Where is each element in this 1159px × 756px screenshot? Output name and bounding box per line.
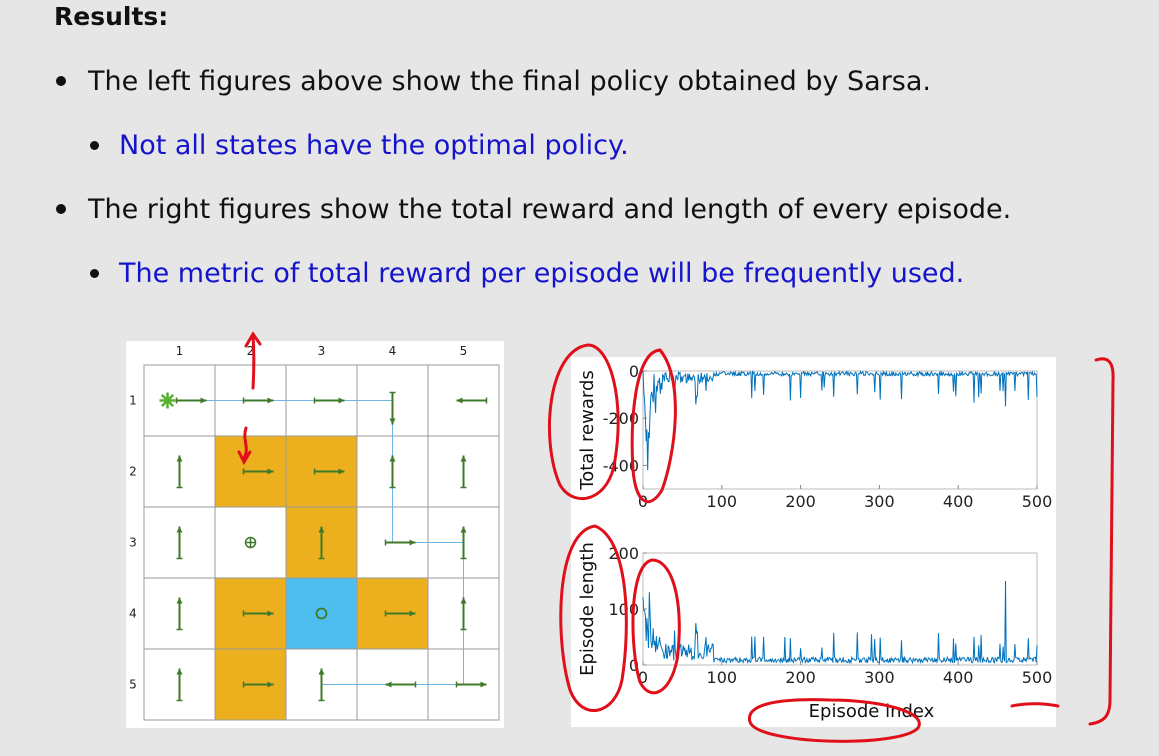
right-arrow-icon bbox=[384, 610, 416, 617]
x-tick-label: 500 bbox=[1022, 492, 1053, 511]
grid-col-label: 3 bbox=[318, 344, 326, 358]
grid-col-label: 1 bbox=[176, 344, 184, 358]
right-arrow-icon bbox=[242, 610, 274, 617]
subbullet-metric: The metric of total reward per episode w… bbox=[90, 254, 964, 292]
trajectory-line bbox=[179, 400, 464, 685]
subbullet-not-optimal: Not all states have the optimal policy. bbox=[90, 126, 629, 164]
grid-col-label: 2 bbox=[247, 344, 255, 358]
y-tick-label: 0 bbox=[629, 362, 639, 381]
up-arrow-icon bbox=[460, 526, 467, 560]
y-tick-label: 100 bbox=[608, 600, 639, 619]
up-arrow-icon bbox=[318, 526, 325, 560]
bullet-reward-length: The right figures show the total reward … bbox=[56, 190, 1011, 228]
bullet-dot bbox=[90, 268, 99, 278]
stay-circle-icon bbox=[315, 607, 328, 620]
x-tick-label: 100 bbox=[707, 492, 738, 511]
bullet-text: The metric of total reward per episode w… bbox=[119, 257, 965, 289]
right-arrow-icon bbox=[175, 397, 207, 404]
total-rewards-chart: 0 100 200 300 400 500 0 -200 -400 Total rewards bbox=[577, 362, 1052, 511]
episode-length-chart: 0 100 200 300 400 500 200 100 0 Episode length Epi… bbox=[577, 542, 1052, 722]
up-arrow-icon bbox=[176, 455, 183, 489]
x-tick-label: 300 bbox=[864, 668, 895, 687]
y-tick-label: -400 bbox=[603, 456, 639, 475]
x-tick-label: 300 bbox=[864, 492, 895, 511]
x-tick-label: 0 bbox=[638, 492, 648, 511]
grid-row-label: 4 bbox=[129, 607, 137, 621]
grid-cell bbox=[285, 577, 358, 650]
right-arrow-icon bbox=[313, 397, 345, 404]
right-arrow-icon bbox=[455, 681, 487, 688]
up-arrow-icon bbox=[460, 597, 467, 631]
episode-charts-figure: 0 100 200 300 400 500 0 -200 -400 Total rewards 0 1… bbox=[571, 357, 1056, 727]
grid-cell bbox=[285, 435, 358, 508]
y-axis-label: Total rewards bbox=[577, 370, 598, 490]
right-arrow-icon bbox=[242, 397, 274, 404]
down-arrow-icon bbox=[389, 391, 396, 425]
y-tick-label: 0 bbox=[629, 656, 639, 675]
policy-grid-figure: 1 2 3 4 5 1 2 3 4 5 bbox=[126, 341, 504, 728]
grid-col-label: 4 bbox=[389, 344, 397, 358]
y-tick-label: -200 bbox=[603, 409, 639, 428]
series-line bbox=[642, 370, 1038, 471]
grid-row-label: 2 bbox=[129, 465, 137, 479]
bullet-text: The left figures above show the final po… bbox=[88, 65, 931, 97]
bullet-text: The right figures show the total reward … bbox=[88, 193, 1012, 225]
up-arrow-icon bbox=[318, 668, 325, 702]
series-line bbox=[642, 580, 1038, 665]
bullet-dot bbox=[56, 76, 66, 86]
x-axis-label: Episode index bbox=[809, 701, 935, 722]
up-arrow-icon bbox=[176, 597, 183, 631]
annotation-bracket bbox=[1088, 357, 1115, 726]
x-tick-label: 500 bbox=[1022, 668, 1053, 687]
x-tick-label: 400 bbox=[943, 492, 974, 511]
grid-row-label: 5 bbox=[129, 678, 137, 692]
plot-frame bbox=[642, 370, 1038, 490]
y-tick-label: 200 bbox=[608, 544, 639, 563]
grid-col-label: 5 bbox=[460, 344, 468, 358]
grid-row-label: 3 bbox=[129, 536, 137, 550]
star-icon bbox=[159, 392, 176, 409]
y-axis-label: Episode length bbox=[577, 542, 598, 676]
x-tick-label: 200 bbox=[785, 668, 816, 687]
bullet-text: Not all states have the optimal policy. bbox=[119, 129, 629, 161]
right-arrow-icon bbox=[242, 468, 274, 475]
right-arrow-icon bbox=[313, 468, 345, 475]
bullet-sarsa-policy: The left figures above show the final po… bbox=[56, 62, 931, 100]
up-arrow-icon bbox=[389, 455, 396, 489]
policy-grid-svg: 1 2 3 4 5 1 2 3 4 5 bbox=[129, 344, 500, 721]
left-arrow-icon bbox=[456, 397, 488, 404]
up-arrow-icon bbox=[176, 526, 183, 560]
up-arrow-icon bbox=[460, 455, 467, 489]
right-arrow-icon bbox=[384, 539, 416, 546]
episode-charts-svg: 0 100 200 300 400 500 0 -200 -400 Total rewards 0 1… bbox=[577, 362, 1052, 722]
left-arrow-icon bbox=[385, 681, 417, 688]
x-tick-label: 200 bbox=[785, 492, 816, 511]
results-heading: Results: bbox=[54, 2, 169, 31]
x-tick-label: 0 bbox=[638, 668, 648, 687]
x-tick-label: 100 bbox=[707, 668, 738, 687]
right-arrow-icon bbox=[242, 681, 274, 688]
grid-row-label: 1 bbox=[129, 394, 137, 408]
bullet-dot bbox=[90, 140, 99, 150]
x-tick-label: 400 bbox=[943, 668, 974, 687]
up-arrow-icon bbox=[176, 668, 183, 702]
circle-plus-icon bbox=[244, 536, 257, 549]
bullet-dot bbox=[56, 204, 66, 214]
plot-frame bbox=[642, 552, 1038, 666]
